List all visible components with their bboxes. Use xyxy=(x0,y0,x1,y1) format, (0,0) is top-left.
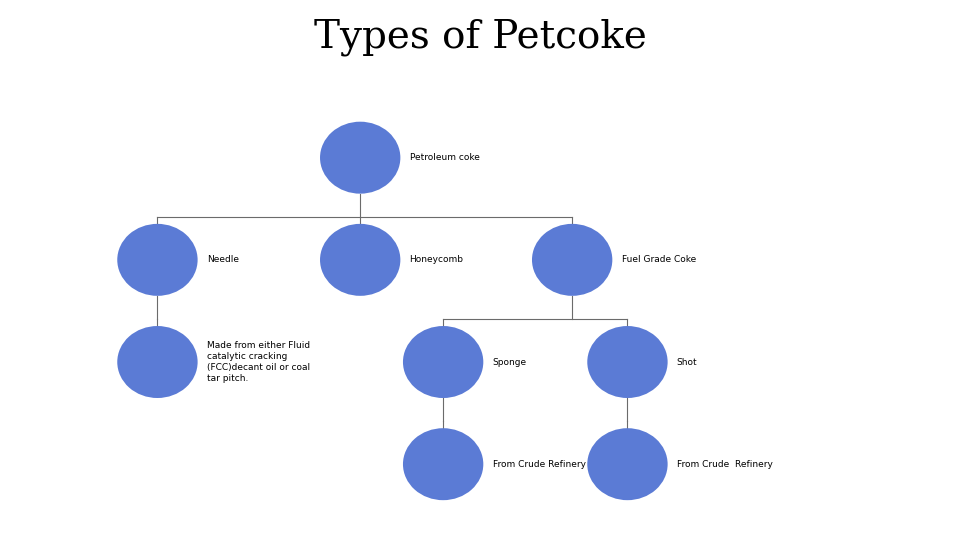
Text: Types of Petcoke: Types of Petcoke xyxy=(314,18,646,56)
Ellipse shape xyxy=(320,224,400,296)
Text: From Crude  Refinery: From Crude Refinery xyxy=(677,460,773,469)
Ellipse shape xyxy=(588,428,667,500)
Text: From Crude Refinery: From Crude Refinery xyxy=(492,460,586,469)
Text: Petroleum coke: Petroleum coke xyxy=(410,153,479,162)
Ellipse shape xyxy=(117,326,198,398)
Text: Shot: Shot xyxy=(677,357,698,367)
Ellipse shape xyxy=(403,326,483,398)
Text: Honeycomb: Honeycomb xyxy=(410,255,464,265)
Ellipse shape xyxy=(532,224,612,296)
Text: Sponge: Sponge xyxy=(492,357,527,367)
Text: Needle: Needle xyxy=(206,255,239,265)
Text: Fuel Grade Coke: Fuel Grade Coke xyxy=(621,255,696,265)
Ellipse shape xyxy=(320,122,400,194)
Ellipse shape xyxy=(403,428,483,500)
Ellipse shape xyxy=(117,224,198,296)
Ellipse shape xyxy=(588,326,667,398)
Text: Made from either Fluid
catalytic cracking
(FCC)decant oil or coal
tar pitch.: Made from either Fluid catalytic crackin… xyxy=(206,341,310,383)
